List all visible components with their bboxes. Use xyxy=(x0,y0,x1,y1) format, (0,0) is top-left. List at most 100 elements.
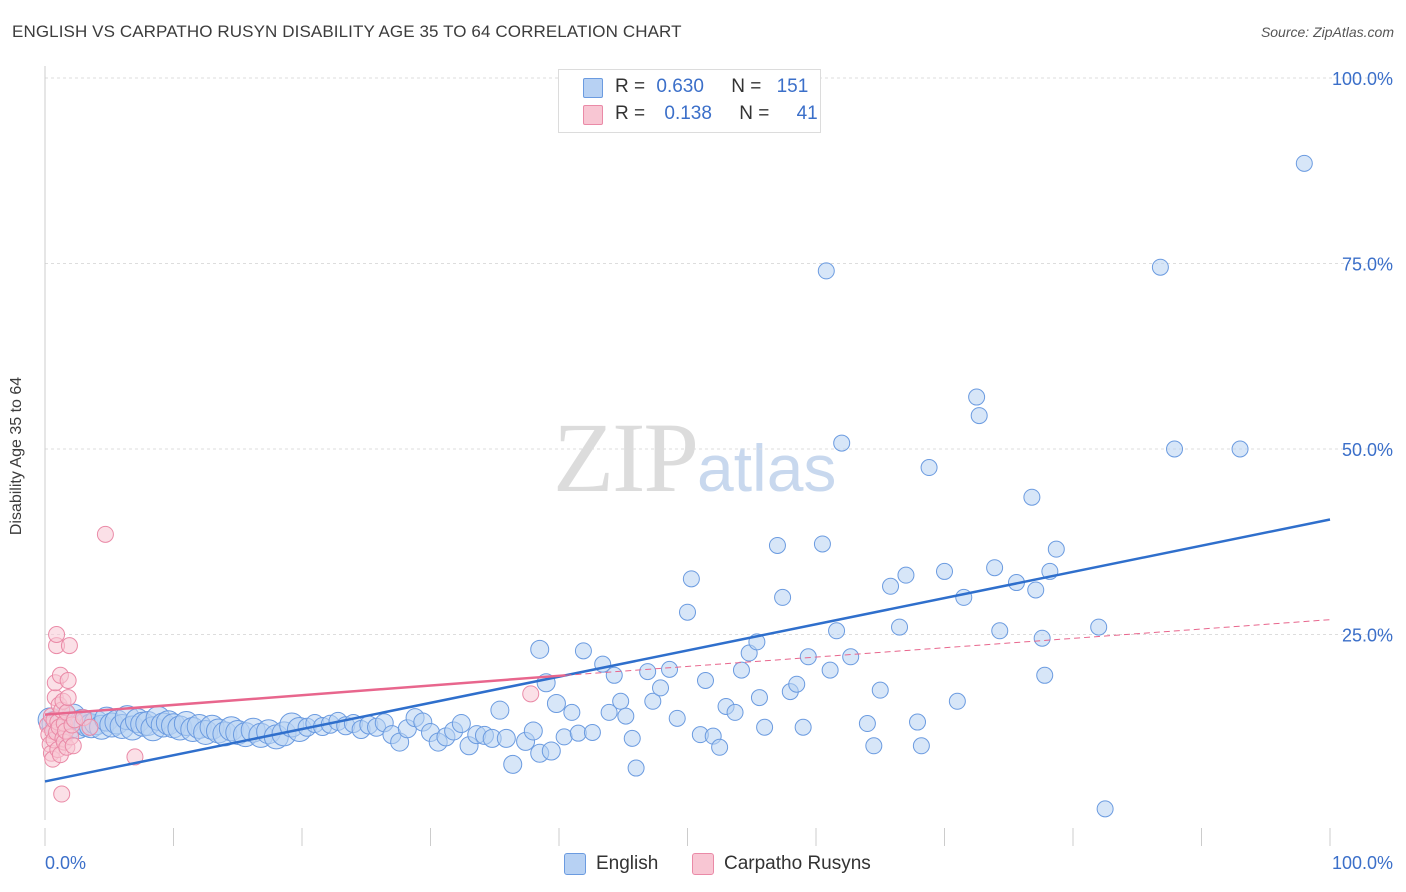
english-point xyxy=(574,642,592,660)
english-point xyxy=(909,713,927,731)
english-point xyxy=(644,692,662,710)
english-point xyxy=(821,661,839,679)
english-point xyxy=(920,459,938,477)
rusyn-point xyxy=(60,637,78,655)
english-point xyxy=(986,559,1004,577)
english-point xyxy=(546,694,566,714)
english-point xyxy=(583,723,601,741)
english-point xyxy=(1027,581,1045,599)
english-point xyxy=(503,754,523,774)
rusyn-point xyxy=(53,785,71,803)
english-point xyxy=(788,675,806,693)
english-point xyxy=(1090,618,1108,636)
chart-title: ENGLISH VS CARPATHO RUSYN DISABILITY AGE… xyxy=(12,22,682,41)
bottom-legend-swatch-rusyn xyxy=(692,853,714,875)
bottom-legend-label-english: English xyxy=(596,853,659,874)
english-point xyxy=(882,577,900,595)
english-point xyxy=(1033,629,1051,647)
english-trendline xyxy=(44,518,1331,783)
english-point xyxy=(968,388,986,406)
english-point xyxy=(865,737,883,755)
english-point xyxy=(496,728,516,748)
english-point xyxy=(555,728,573,746)
english-point xyxy=(794,718,812,736)
english-point xyxy=(563,703,581,721)
english-point xyxy=(627,759,645,777)
english-point xyxy=(1231,440,1249,458)
english-point xyxy=(523,721,543,741)
rusyn-trendline xyxy=(44,674,566,716)
legend-n-label: N = xyxy=(731,76,762,97)
english-point xyxy=(541,741,561,761)
x-tick-label: 100.0% xyxy=(1332,853,1393,873)
english-point xyxy=(668,709,686,727)
english-point xyxy=(696,672,714,690)
legend-swatch-rusyn xyxy=(583,105,603,125)
english-point xyxy=(817,262,835,280)
english-point xyxy=(711,738,729,756)
english-point xyxy=(842,648,860,666)
x-tick-label: 0.0% xyxy=(45,853,86,873)
bottom-legend-swatch-english xyxy=(564,853,586,875)
english-point xyxy=(1047,540,1065,558)
english-point xyxy=(617,707,635,725)
watermark-atlas: atlas xyxy=(697,431,837,505)
rusyn-point xyxy=(59,689,77,707)
english-point xyxy=(936,562,953,580)
english-point xyxy=(948,692,966,710)
bottom-legend-label-rusyn: Carpatho Rusyns xyxy=(724,853,871,874)
english-point xyxy=(1151,258,1169,276)
watermark: ZIPatlas xyxy=(553,400,836,515)
english-point xyxy=(756,718,774,736)
english-point xyxy=(912,737,930,755)
english-point xyxy=(652,679,670,697)
english-point xyxy=(451,714,471,734)
english-point xyxy=(679,603,696,621)
y-tick-label: 100.0% xyxy=(1332,69,1393,89)
english-point xyxy=(1096,800,1114,818)
y-axis-label: Disability Age 35 to 64 xyxy=(8,376,25,536)
english-point xyxy=(639,663,657,681)
english-point xyxy=(1295,154,1313,172)
english-point xyxy=(858,715,876,733)
legend-n-value: 41 xyxy=(796,103,818,124)
y-tick-label: 75.0% xyxy=(1342,255,1393,275)
english-point xyxy=(768,536,786,554)
y-tick-label: 50.0% xyxy=(1342,440,1393,460)
english-point xyxy=(600,703,618,721)
legend-text-rusyn: R = 0.138 N = 41 xyxy=(615,103,818,125)
legend-swatch-english xyxy=(583,78,603,98)
english-point xyxy=(774,588,792,606)
english-point xyxy=(750,689,768,707)
rusyn-trendline-extension xyxy=(565,619,1331,676)
english-point xyxy=(726,703,744,721)
english-point xyxy=(623,729,641,747)
rusyn-point xyxy=(48,626,66,643)
source-label: Source: ZipAtlas.com xyxy=(1260,24,1394,40)
legend-r-value: 0.138 xyxy=(664,103,712,124)
english-point xyxy=(813,535,831,553)
english-point xyxy=(799,648,817,666)
rusyn-point xyxy=(59,672,77,690)
english-point xyxy=(828,622,846,640)
english-point xyxy=(991,622,1009,640)
rusyn-point xyxy=(522,685,540,703)
english-point xyxy=(605,666,623,684)
english-point xyxy=(1023,488,1041,506)
legend-n-label: N = xyxy=(739,103,770,124)
english-point xyxy=(490,700,510,720)
english-point xyxy=(682,570,700,588)
y-tick-label: 25.0% xyxy=(1342,626,1393,646)
english-point xyxy=(612,692,630,710)
english-point xyxy=(970,407,988,425)
english-point xyxy=(1166,440,1184,458)
legend-text-english: R = 0.630 N = 151 xyxy=(615,76,808,98)
rusyn-point xyxy=(81,718,99,736)
english-point xyxy=(1036,666,1054,684)
legend-r-label: R = xyxy=(615,76,646,97)
rusyn-point xyxy=(126,748,144,766)
watermark-zip: ZIP xyxy=(553,402,699,513)
english-point xyxy=(871,681,889,699)
english-point xyxy=(569,724,587,742)
